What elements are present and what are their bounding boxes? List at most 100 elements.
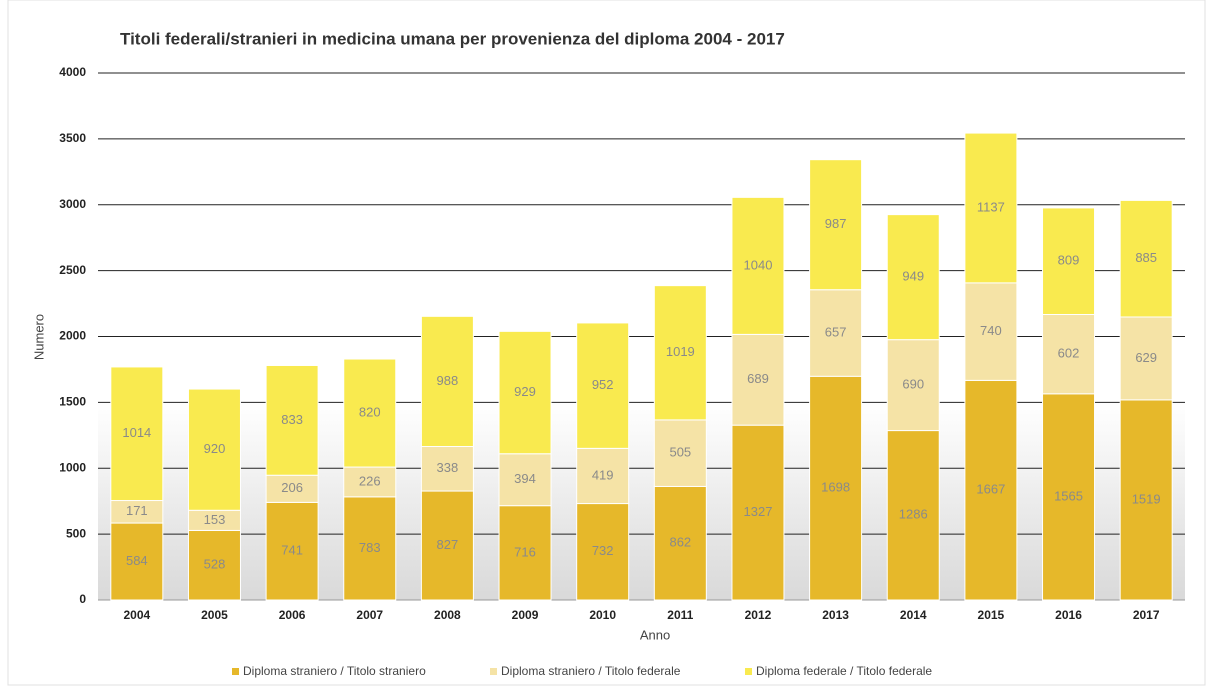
bar-segment [653,485,707,601]
y-tick-label: 1000 [59,460,86,474]
bar-segment [1119,199,1173,318]
value-label: 1327 [744,504,773,519]
x-tick-label: 2004 [123,608,150,622]
legend-label: Diploma federale / Titolo federale [756,664,932,678]
value-label: 929 [514,384,536,399]
value-label: 987 [825,216,847,231]
bar-segment [498,330,552,455]
bar-segment [576,503,630,601]
bar-segment [731,196,785,335]
value-label: 153 [204,512,226,527]
bar-segment [187,529,241,601]
value-label: 952 [592,377,614,392]
value-label: 1286 [899,507,928,522]
bar-segment [110,522,164,601]
y-tick-label: 3500 [59,131,86,145]
bar-segment [1042,393,1096,601]
y-tick-label: 0 [79,592,86,606]
x-tick-label: 2014 [900,608,927,622]
value-label: 394 [514,471,536,486]
chart-title: Titoli federali/stranieri in medicina um… [120,29,785,48]
y-axis-label: Numero [31,314,46,360]
legend-swatch [232,668,239,675]
value-label: 1137 [977,199,1005,214]
value-label: 1019 [666,344,695,359]
bar-segment [187,388,241,511]
plot-shade [98,402,1185,600]
value-label: 783 [359,540,381,555]
y-tick-label: 1500 [59,395,86,409]
bar-segment [110,366,164,502]
bar-segment [1119,399,1173,601]
bar-segment [1042,313,1096,395]
value-label: 716 [514,544,536,559]
value-label: 827 [437,537,459,552]
value-label: 1667 [976,482,1005,497]
legend-swatch [745,668,752,675]
bar-segment [809,375,863,601]
value-label: 988 [437,373,459,388]
value-label: 949 [902,269,924,284]
value-label: 602 [1058,346,1080,361]
bar-segment [653,285,707,421]
x-tick-label: 2009 [512,608,539,622]
bar-segment [420,315,474,448]
x-axis-label: Anno [640,627,670,642]
bar-segment [265,501,319,601]
value-label: 338 [437,460,459,475]
value-label: 820 [359,404,381,419]
value-label: 833 [281,412,303,427]
value-label: 862 [669,535,691,550]
x-tick-label: 2008 [434,608,461,622]
value-label: 226 [359,473,381,488]
bar-segment [420,446,474,492]
value-label: 1565 [1054,488,1083,503]
value-label: 584 [126,553,148,568]
bar-segment [576,447,630,505]
value-label: 528 [204,557,226,572]
value-label: 1040 [744,257,773,272]
value-label: 741 [281,543,303,558]
value-label: 732 [592,543,614,558]
value-label: 206 [281,480,303,495]
legend-swatch [490,668,497,675]
x-tick-label: 2006 [279,608,306,622]
value-label: 689 [747,371,769,386]
bar-segment [809,159,863,291]
x-tick-label: 2017 [1133,608,1160,622]
legend-label: Diploma straniero / Titolo straniero [243,664,426,678]
value-label: 690 [902,377,924,392]
value-label: 1698 [821,480,850,495]
bar-segment [964,132,1018,284]
y-tick-label: 2500 [59,263,86,277]
value-label: 920 [204,441,226,456]
y-tick-label: 2000 [59,329,86,343]
value-label: 629 [1135,350,1157,365]
value-label: 505 [669,445,691,460]
bar-segment [886,430,940,601]
x-tick-label: 2016 [1055,608,1082,622]
x-tick-label: 2013 [822,608,849,622]
legend-label: Diploma straniero / Titolo federale [501,664,681,678]
bar-segment [886,214,940,341]
y-tick-label: 500 [66,526,86,540]
bar-segment [731,424,785,601]
x-tick-label: 2007 [356,608,383,622]
bar-segment [964,379,1018,601]
bar-segment [576,322,630,449]
bar-segment [809,289,863,377]
x-tick-label: 2011 [667,608,693,622]
value-label: 809 [1058,253,1080,268]
y-tick-label: 3000 [59,197,86,211]
x-tick-label: 2010 [589,608,616,622]
value-label: 419 [592,467,614,482]
value-label: 885 [1135,250,1157,265]
bar-segment [343,358,397,468]
x-tick-label: 2015 [978,608,1005,622]
bar-segment [343,496,397,601]
x-tick-label: 2012 [745,608,772,622]
value-label: 1014 [122,425,151,440]
x-tick-label: 2005 [201,608,228,622]
